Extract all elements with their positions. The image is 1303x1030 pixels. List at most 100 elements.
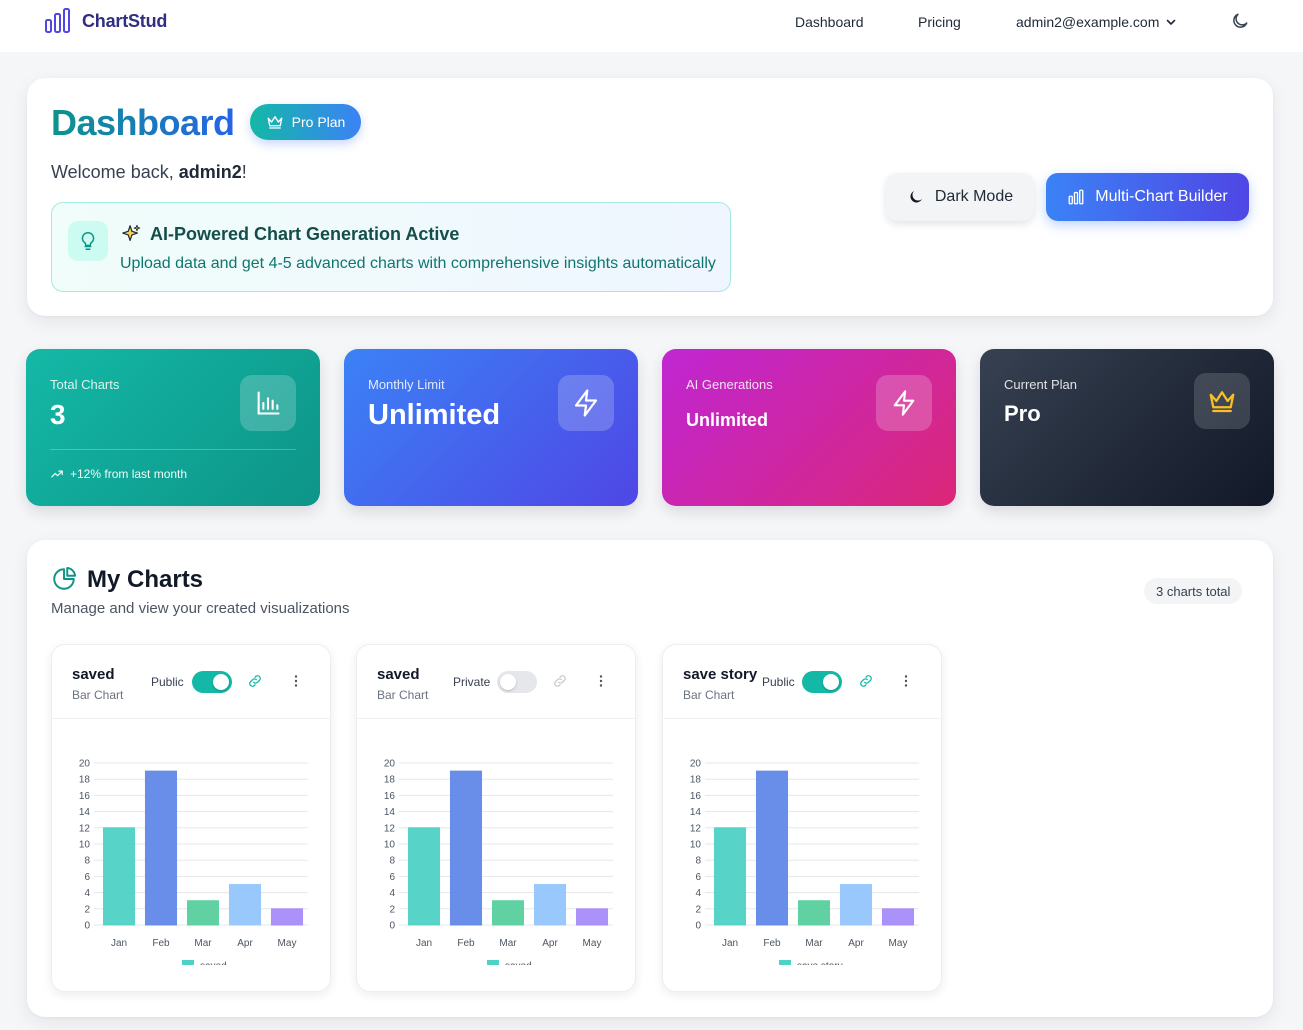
bar-chart: 0 2 4 6 8 10 12 14 16 18 20 Jan Feb Mar Apr May saved xyxy=(79,759,308,965)
nav-link-dashboard[interactable]: Dashboard xyxy=(795,14,864,30)
stat-value: Unlimited xyxy=(368,399,501,431)
bar xyxy=(270,908,304,926)
dashboard-header-card: Dashboard Pro Plan Welcome back, admin2!… xyxy=(27,78,1273,316)
y-tick-label: 0 xyxy=(695,921,701,932)
chart-card[interactable]: save story Bar Chart Public 0 2 4 6 8 10 12 14 1… xyxy=(662,644,942,992)
y-tick-label: 2 xyxy=(84,904,90,915)
y-tick-label: 6 xyxy=(389,872,395,883)
visibility-toggle[interactable] xyxy=(192,671,232,693)
more-options-icon[interactable] xyxy=(898,673,914,689)
crown-icon xyxy=(1209,391,1235,413)
y-tick-label: 18 xyxy=(79,775,91,786)
visibility-toggle[interactable] xyxy=(497,671,537,693)
y-tick-label: 18 xyxy=(384,775,396,786)
y-tick-label: 4 xyxy=(389,888,395,899)
bar-chart-icon xyxy=(45,8,70,33)
x-tick-label: May xyxy=(889,938,908,949)
ai-banner-description: Upload data and get 4-5 advanced charts … xyxy=(120,255,716,272)
y-tick-label: 14 xyxy=(384,807,396,818)
stat-card-monthly-limit: Monthly Limit Unlimited xyxy=(344,349,638,506)
dark-mode-label: Dark Mode xyxy=(934,188,1014,205)
welcome-suffix: ! xyxy=(241,162,247,182)
stat-label: AI Generations xyxy=(686,377,773,392)
chart-card[interactable]: saved Bar Chart Public 0 2 4 6 8 10 12 14 16 18 20… xyxy=(51,644,331,992)
visibility-label: Public xyxy=(762,675,795,689)
plan-badge: Pro Plan xyxy=(250,104,361,140)
x-tick-label: Feb xyxy=(457,938,475,949)
user-menu[interactable]: admin2@example.com xyxy=(1016,14,1177,30)
y-tick-label: 14 xyxy=(79,807,91,818)
welcome-username: admin2 xyxy=(178,162,242,182)
y-tick-label: 12 xyxy=(79,823,91,834)
chart-card[interactable]: saved Bar Chart Private 0 2 4 6 8 10 12 14 16 18 2… xyxy=(356,644,636,992)
stat-divider xyxy=(50,449,296,450)
multi-chart-builder-label: Multi-Chart Builder xyxy=(1095,188,1228,205)
link-icon[interactable] xyxy=(552,673,568,689)
x-tick-label: Jan xyxy=(416,938,432,949)
toggle-knob xyxy=(823,674,839,690)
lightbulb-icon xyxy=(81,231,95,251)
chart-card-title: saved xyxy=(72,666,115,683)
welcome-message: Welcome back, admin2! xyxy=(51,162,247,183)
section-subtitle: Manage and view your created visualizati… xyxy=(51,600,350,617)
stat-icon-box xyxy=(240,375,296,431)
y-tick-label: 8 xyxy=(84,856,90,867)
y-tick-label: 10 xyxy=(79,840,91,851)
chart-card-header: saved Bar Chart Private xyxy=(357,645,635,719)
lightning-icon xyxy=(893,390,915,416)
chart-card-type: Bar Chart xyxy=(683,688,735,702)
x-tick-label: Mar xyxy=(194,938,212,949)
stat-value: Unlimited xyxy=(686,410,769,430)
y-tick-label: 8 xyxy=(389,856,395,867)
chart-card-header: save story Bar Chart Public xyxy=(663,645,941,719)
y-tick-label: 6 xyxy=(695,872,701,883)
x-tick-label: Feb xyxy=(763,938,781,949)
y-tick-label: 20 xyxy=(690,759,702,770)
charts-count-badge: 3 charts total xyxy=(1144,578,1243,604)
more-options-icon[interactable] xyxy=(288,673,304,689)
welcome-prefix: Welcome back, xyxy=(51,162,179,182)
multi-chart-builder-button[interactable]: Multi-Chart Builder xyxy=(1046,173,1249,221)
y-tick-label: 16 xyxy=(690,791,702,802)
ai-banner-title: AI-Powered Chart Generation Active xyxy=(150,223,460,244)
chart-card-title: save story xyxy=(683,666,758,683)
legend-swatch xyxy=(487,960,499,965)
user-email: admin2@example.com xyxy=(1016,14,1160,30)
dark-mode-button[interactable]: Dark Mode xyxy=(886,173,1034,221)
stat-label: Total Charts xyxy=(50,377,120,392)
stat-trend: +12% from last month xyxy=(50,467,187,481)
legend-label: saved xyxy=(505,961,532,965)
moon-icon xyxy=(1233,13,1248,28)
lightning-icon xyxy=(574,389,598,417)
x-tick-label: Jan xyxy=(722,938,738,949)
brand-logo[interactable]: ChartStud xyxy=(44,8,167,34)
visibility-toggle[interactable] xyxy=(802,671,842,693)
y-tick-label: 4 xyxy=(695,888,701,899)
x-tick-label: Mar xyxy=(499,938,517,949)
visibility-label: Public xyxy=(151,675,184,689)
bar xyxy=(575,908,609,926)
link-icon[interactable] xyxy=(247,673,263,689)
more-options-icon[interactable] xyxy=(593,673,609,689)
y-tick-label: 0 xyxy=(389,921,395,932)
sparkles-icon xyxy=(122,224,141,242)
link-icon[interactable] xyxy=(858,673,874,689)
y-tick-label: 12 xyxy=(690,823,702,834)
bar xyxy=(839,884,873,926)
stat-label: Monthly Limit xyxy=(368,377,445,392)
toggle-knob xyxy=(500,674,516,690)
legend-label: saved xyxy=(200,961,227,965)
x-tick-label: May xyxy=(278,938,297,949)
y-tick-label: 2 xyxy=(389,904,395,915)
theme-toggle-button[interactable] xyxy=(1230,11,1250,36)
x-tick-label: Apr xyxy=(848,938,864,949)
stat-card-ai-generations: AI Generations Unlimited xyxy=(662,349,956,506)
ai-status-banner: AI-Powered Chart Generation Active Uploa… xyxy=(51,202,731,292)
visibility-label: Private xyxy=(453,675,491,689)
nav-link-pricing[interactable]: Pricing xyxy=(918,14,961,30)
trending-up-icon xyxy=(51,470,63,478)
bar xyxy=(797,900,831,926)
y-tick-label: 8 xyxy=(695,856,701,867)
y-tick-label: 4 xyxy=(84,888,90,899)
y-tick-label: 0 xyxy=(84,921,90,932)
